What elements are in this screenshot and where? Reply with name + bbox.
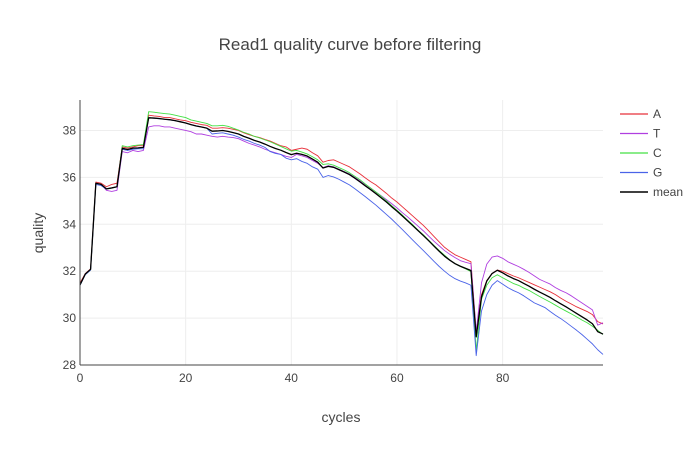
y-tick-label: 28 (63, 358, 77, 372)
series-lines (79, 111, 604, 357)
x-tick-label: 0 (77, 371, 84, 385)
y-axis-title: quality (30, 213, 46, 253)
x-tick-label: 80 (496, 371, 510, 385)
y-tick-label: 36 (63, 170, 77, 184)
y-tick-label: 38 (63, 123, 77, 137)
series-line-T (79, 125, 604, 333)
x-tick-label: 20 (179, 371, 193, 385)
series-line-mean (79, 117, 604, 338)
grid (80, 100, 603, 365)
series-line-C (79, 111, 604, 352)
x-tick-label: 60 (390, 371, 404, 385)
y-tick-label: 32 (63, 264, 77, 278)
x-tick-label: 40 (285, 371, 299, 385)
y-tick-label: 34 (63, 217, 77, 231)
series-line-A (79, 114, 604, 333)
x-axis-title: cycles (322, 409, 361, 425)
legend-label-C: C (653, 146, 662, 160)
legend-label-T: T (653, 127, 661, 141)
chart-title: Read1 quality curve before filtering (219, 35, 482, 54)
legend-label-G: G (653, 166, 662, 180)
series-line-G (79, 117, 604, 357)
axes: 0 20 40 60 80 28 30 32 34 36 38 (63, 100, 603, 385)
y-tick-label: 30 (63, 311, 77, 325)
legend-label-mean: mean (653, 185, 683, 199)
legend-label-A: A (653, 107, 661, 121)
